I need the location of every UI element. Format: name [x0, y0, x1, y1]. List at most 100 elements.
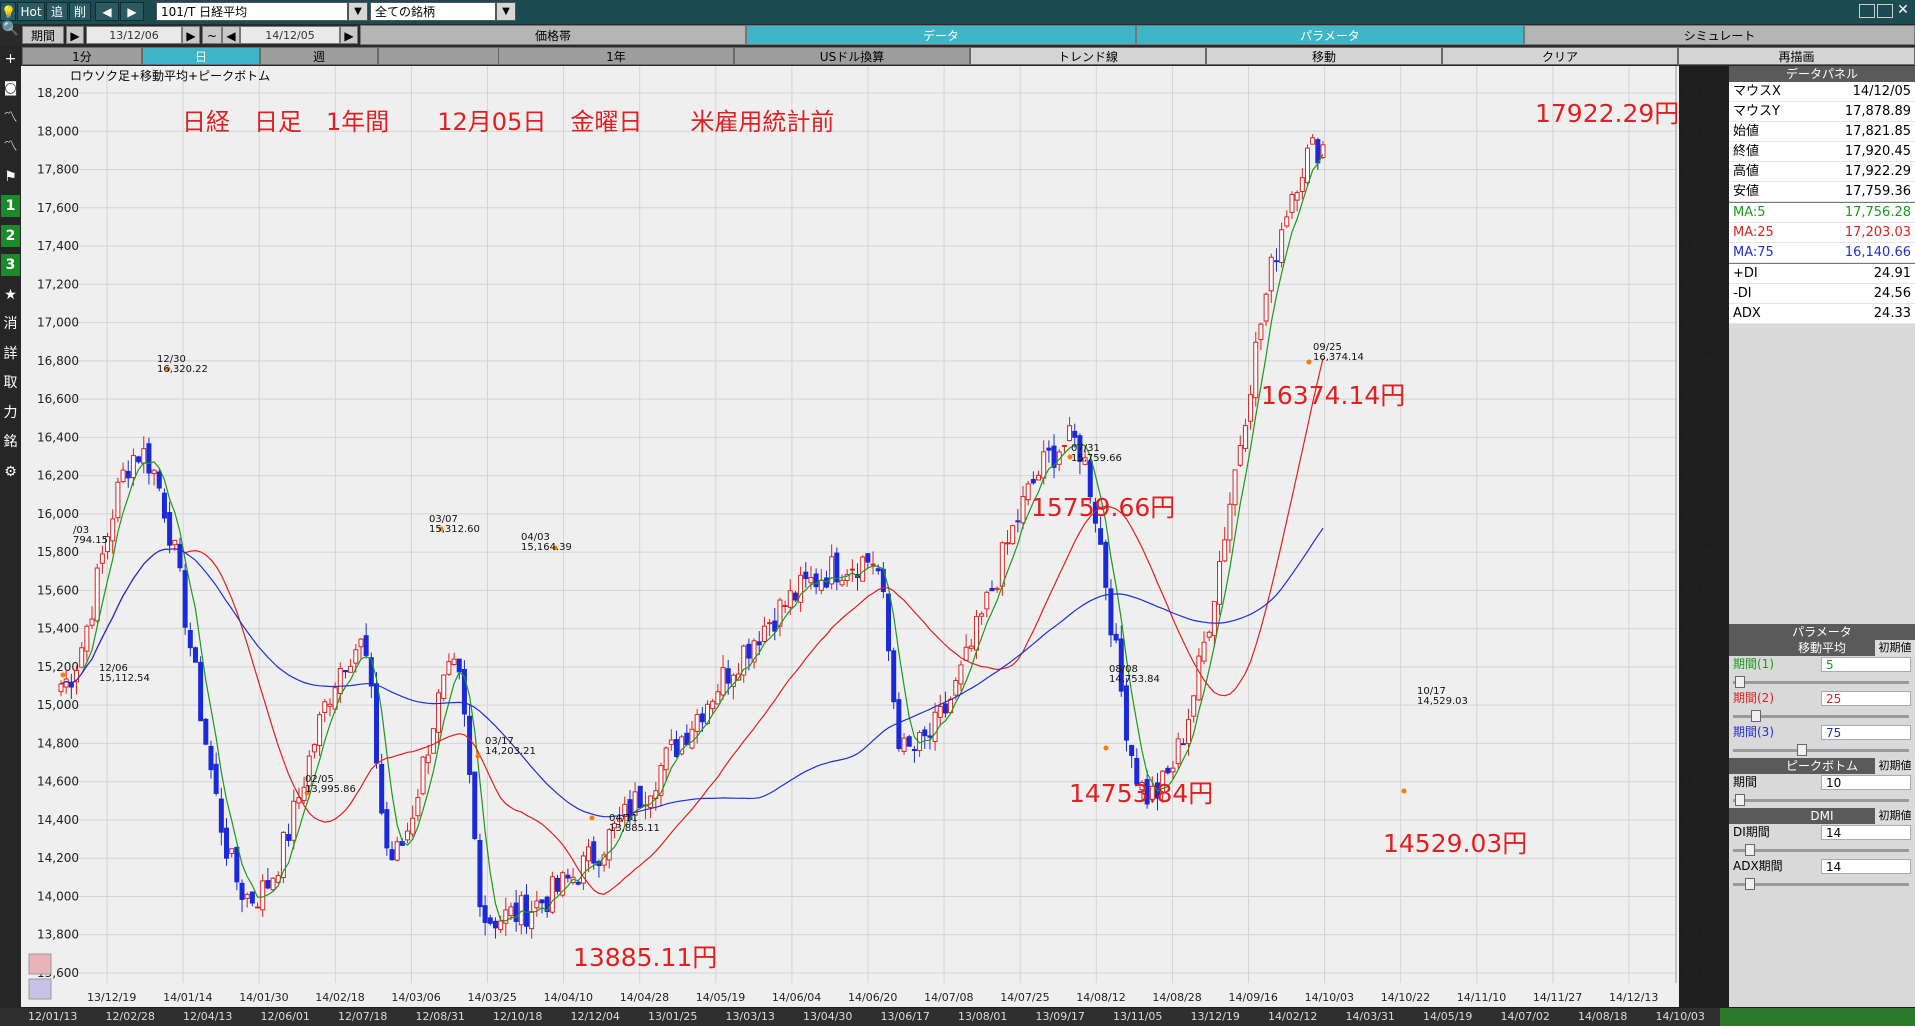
candle-body: [342, 670, 348, 673]
maximize-icon[interactable]: [1877, 4, 1893, 18]
price-chart[interactable]: 18,200 18,200 18,000 18,000 17,800 17,800 17,6…: [21, 66, 1729, 1007]
adx-slider-thumb[interactable]: [1745, 878, 1755, 890]
overview-date-label: 14/08/18: [1578, 1010, 1628, 1023]
next-arrow-icon[interactable]: ▶: [120, 2, 144, 21]
left-tool-10[interactable]: 消: [3, 316, 18, 332]
date-to-prev-icon[interactable]: ◀: [222, 26, 240, 44]
tab-redraw[interactable]: 再描画: [1678, 47, 1915, 65]
date-axis-label: 14/04/28: [620, 991, 669, 1004]
pb-reset-button[interactable]: 初期値: [1875, 758, 1915, 774]
tab-1year[interactable]: 1年: [498, 47, 734, 65]
dmi-reset-button[interactable]: 初期値: [1875, 808, 1915, 824]
close-icon[interactable]: ✕: [1897, 2, 1909, 18]
date-from-arrow-icon[interactable]: ▶: [182, 26, 200, 44]
rows-label: 安値: [1733, 184, 1760, 199]
price-axis-label-right: 14,800: [1683, 736, 1725, 750]
left-tool-14[interactable]: 銘: [3, 434, 18, 450]
adx-input[interactable]: 14: [1821, 859, 1911, 874]
tab-parameter[interactable]: パラメータ: [1136, 25, 1524, 45]
delete-button[interactable]: 削: [69, 2, 91, 21]
search-icon[interactable]: 🔍: [1, 21, 20, 37]
dmi_rows-row: +DI 24.91: [1729, 263, 1915, 284]
ma_rows-label: MA:75: [1733, 245, 1774, 260]
ma-reset-button[interactable]: 初期値: [1875, 640, 1915, 656]
flag-icon[interactable]: ⚑: [4, 168, 17, 185]
candle-body: [1289, 193, 1295, 213]
left-tool-12[interactable]: 取: [3, 375, 18, 391]
left-tool-9[interactable]: ★: [4, 286, 17, 303]
crosshair-icon[interactable]: +: [4, 50, 17, 67]
line-chart-icon[interactable]: 〽: [3, 139, 18, 155]
date-to-arrow-icon[interactable]: ▶: [340, 26, 358, 44]
adx-slider[interactable]: [1729, 875, 1915, 892]
tab-move[interactable]: 移動: [1206, 47, 1442, 65]
date-to-field[interactable]: 14/12/05: [240, 26, 340, 44]
minimize-icon[interactable]: [1859, 4, 1875, 18]
di-slider[interactable]: [1729, 841, 1915, 858]
line-chart-icon[interactable]: 〽: [3, 109, 18, 126]
left-tool-13[interactable]: 力: [3, 404, 18, 421]
price-axis-label-right: 18,200: [1683, 86, 1725, 100]
ma1-slider-thumb[interactable]: [1735, 676, 1745, 688]
tab-daily[interactable]: 日: [142, 47, 260, 65]
ma3-slider-thumb[interactable]: [1797, 744, 1807, 756]
left-tool-8[interactable]: 3: [1, 254, 20, 276]
camera-icon[interactable]: ◙: [3, 80, 18, 96]
date-axis-label: 14/11/10: [1457, 991, 1506, 1004]
price-axis-label-right: 16,000: [1683, 507, 1725, 521]
ma3-slider[interactable]: [1729, 741, 1915, 758]
date-axis-label: 14/10/03: [1305, 991, 1354, 1004]
tab-usd-convert[interactable]: USドル換算: [734, 47, 970, 65]
candle-body: [591, 841, 597, 864]
price-annotation: 13885.11円: [573, 943, 717, 972]
bulb-icon[interactable]: 💡: [0, 2, 16, 21]
pb-slider[interactable]: [1729, 791, 1915, 808]
ma1-slider[interactable]: [1729, 673, 1915, 690]
left-tool-7[interactable]: 2: [1, 224, 20, 247]
di-slider-thumb[interactable]: [1745, 844, 1755, 856]
tab-1min[interactable]: 1分: [22, 47, 142, 65]
date-axis-label: 14/06/04: [772, 991, 821, 1004]
tab-data[interactable]: データ: [746, 25, 1136, 45]
candle-body: [1082, 457, 1088, 465]
ma2-slider[interactable]: [1729, 707, 1915, 724]
ma3-input[interactable]: 75: [1821, 725, 1911, 740]
peak-date-label: 08/08: [1109, 664, 1138, 675]
date-from-field[interactable]: 13/12/06: [86, 26, 182, 44]
tab-clear[interactable]: クリア: [1442, 47, 1678, 65]
chart-area[interactable]: [21, 66, 1679, 1007]
overview-axis[interactable]: [0, 1008, 1915, 1026]
left-tool-6[interactable]: 1: [1, 195, 20, 217]
left-tool-11[interactable]: 詳: [3, 345, 18, 362]
symbol-field[interactable]: 101/T 日経平均: [156, 2, 348, 21]
candle-body: [1144, 779, 1150, 805]
price-axis-label: 14,400: [37, 813, 79, 827]
ma2-label: 期間(2): [1733, 691, 1774, 705]
candle-body: [555, 877, 561, 892]
candle-body: [446, 661, 452, 675]
tab-trendline[interactable]: トレンド線: [970, 47, 1206, 65]
pb-input[interactable]: 10: [1821, 775, 1911, 790]
prev-arrow-icon[interactable]: ◀: [95, 2, 119, 21]
pb-slider-thumb[interactable]: [1735, 794, 1745, 806]
price-axis-label: 17,400: [37, 239, 79, 253]
tab-simulate[interactable]: シミュレート: [1524, 25, 1915, 45]
period-prev-icon[interactable]: ▶: [66, 26, 84, 44]
tab-weekly[interactable]: 週: [260, 47, 378, 65]
hot-button[interactable]: Hot: [17, 2, 45, 21]
ma2-input[interactable]: 25: [1821, 691, 1911, 706]
candle-body: [156, 471, 162, 489]
tab-price-range[interactable]: 価格帯: [360, 25, 746, 45]
gear-icon[interactable]: ⚙: [4, 463, 17, 480]
ma2-slider-thumb[interactable]: [1751, 710, 1761, 722]
universe-field[interactable]: 全ての銘柄: [370, 2, 496, 21]
ma1-input[interactable]: 5: [1821, 657, 1911, 672]
candle-body: [441, 674, 447, 699]
candle-body: [63, 678, 69, 688]
rows-label: 高値: [1733, 164, 1760, 179]
add-button[interactable]: 追: [46, 2, 68, 21]
di-input[interactable]: 14: [1821, 825, 1911, 840]
universe-dropdown-icon[interactable]: ▼: [496, 2, 516, 21]
candle-body: [1056, 451, 1062, 465]
symbol-dropdown-icon[interactable]: ▼: [348, 2, 368, 21]
